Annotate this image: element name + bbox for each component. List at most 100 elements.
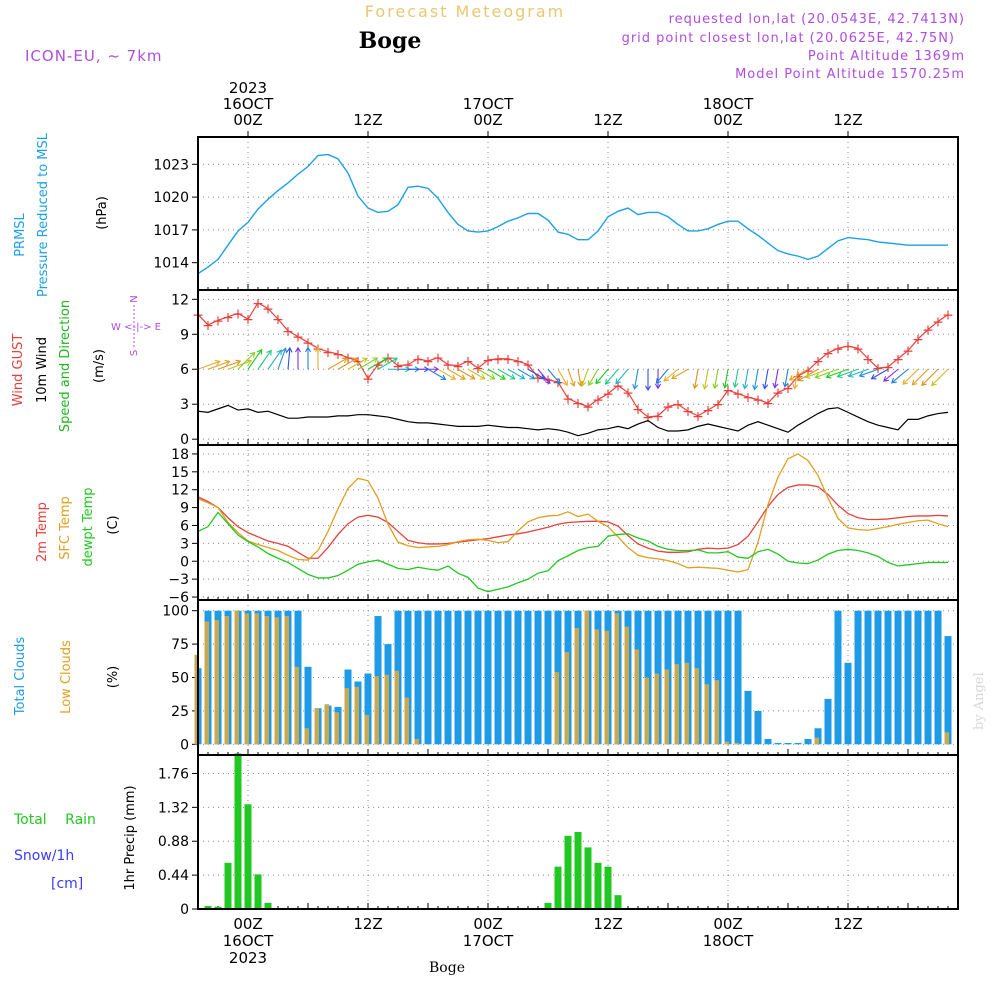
gust-marker: + (872, 361, 884, 377)
gust-marker: + (942, 307, 954, 323)
gust-marker: + (812, 354, 824, 370)
wind-arrow-head (722, 382, 729, 389)
low-cloud-bar (284, 616, 289, 745)
precipitation-ytick-label: 0.88 (158, 834, 189, 850)
rain-bar (224, 862, 232, 909)
point-altitude: Point Altitude 1369m (808, 49, 965, 64)
requested-coords: requested lon,lat (20.0543E, 42.7413N) (669, 12, 965, 27)
pressure-ytick-label: 1017 (153, 223, 189, 239)
total-cloud-bar (524, 610, 532, 745)
gust-marker: + (732, 387, 744, 403)
low-cloud-bar (344, 688, 349, 745)
total-clouds-label: Total Clouds (13, 637, 28, 717)
wind-arrow-head (235, 359, 242, 366)
wind-ytick-label: 6 (180, 362, 189, 378)
pressure-ytick-label: 1014 (153, 256, 189, 272)
dewpt-label: dewpt Temp (81, 487, 96, 566)
wind-arrow-head (544, 378, 551, 385)
total-cloud-bar (904, 610, 912, 745)
wind-direction-arrow (277, 348, 287, 370)
wind-direction-arrow (427, 368, 446, 380)
gust-marker: + (582, 400, 594, 416)
wind-arrow-head (883, 376, 889, 382)
wind-arrow-head (256, 348, 263, 355)
model-altitude: Model Point Altitude 1570.25m (735, 67, 965, 82)
low-cloud-bar (654, 673, 659, 745)
wind-label: 10m Wind (35, 337, 50, 403)
wind-direction-arrow (859, 368, 879, 377)
total-cloud-bar (454, 610, 462, 745)
top-time-label: 00Z (713, 111, 742, 129)
gust-marker: + (642, 410, 654, 426)
total-cloud-bar (764, 738, 772, 745)
gust-marker: + (822, 346, 834, 362)
total-cloud-bar (404, 610, 412, 745)
wind-arrow-head (712, 383, 719, 390)
wind-arrow-head (788, 375, 795, 381)
wind-frame (197, 289, 959, 446)
wind-arrow-head (577, 381, 584, 387)
gust-marker: + (652, 409, 664, 425)
gust-marker: + (532, 370, 544, 386)
wind-arrow-head (663, 375, 670, 382)
wind-arrow-head (671, 373, 678, 380)
pressure-ytick-label: 1023 (153, 157, 189, 173)
wind-arrow-head (304, 346, 312, 353)
gust-marker: + (572, 396, 584, 412)
low-cloud-bar (234, 610, 239, 745)
precip-unit: 1hr Precip (mm) (123, 785, 138, 890)
wind-direction-arrow (891, 368, 909, 384)
temperature-ytick-label: −6 (168, 590, 189, 606)
wind-arrow-head (529, 374, 536, 380)
wind-arrow-head (499, 374, 506, 380)
wind-direction-arrow (774, 369, 779, 388)
low-cloud-bar (324, 704, 329, 745)
wind-arrow-head (440, 374, 447, 380)
chart-title: Forecast Meteogram (365, 2, 565, 21)
bottom-time-label: 18OCT (703, 932, 754, 950)
gust-marker: + (342, 351, 354, 367)
rain-bar (204, 905, 212, 909)
total-cloud-bar (304, 666, 312, 745)
wind-direction-arrow (367, 357, 388, 370)
temperature-ytick-label: −3 (168, 572, 189, 588)
wind-arrow-head (519, 374, 526, 380)
total-cloud-bar (704, 610, 712, 745)
low-cloud-bar (204, 621, 209, 745)
wind-compass: N S W <-|-> E (111, 295, 161, 356)
total-cloud-bar (754, 710, 762, 745)
wind-arrow-head (286, 346, 293, 353)
wind-arrow-head (392, 357, 398, 363)
gust-marker: + (512, 354, 524, 370)
low-cloud-bar (614, 613, 619, 745)
wind-arrow-head (921, 380, 928, 386)
low-cloud-bar (334, 712, 339, 745)
wind-arrow-head (214, 359, 221, 366)
gust-marker: + (262, 302, 274, 318)
total-cloud-bar (824, 698, 832, 745)
wind-direction-arrow (931, 368, 949, 386)
wind-arrow-head (588, 380, 594, 387)
gust-marker: + (882, 360, 894, 376)
low-cloud-bar (944, 732, 949, 745)
clouds-ytick-label: 75 (171, 637, 189, 653)
wind-arrow-head (595, 378, 601, 385)
wind-direction-arrow (507, 368, 525, 380)
top-time-label: 12Z (593, 111, 622, 129)
gust-marker: + (232, 306, 244, 322)
wind-arrow-head (249, 351, 256, 358)
low-cloud-bar (624, 626, 629, 745)
total-cloud-bar (504, 610, 512, 745)
low-cloud-bar (274, 617, 279, 745)
gust-marker: + (402, 358, 414, 374)
temperature-ytick-label: 6 (180, 518, 189, 534)
total-cloud-bar (814, 728, 822, 745)
total-cloud-bar (854, 610, 862, 745)
gust-marker: + (322, 345, 334, 361)
total-cloud-bar (734, 610, 742, 745)
gust-marker: + (792, 369, 804, 385)
wind-direction-arrow (734, 369, 739, 388)
total-cloud-bar (844, 662, 852, 745)
